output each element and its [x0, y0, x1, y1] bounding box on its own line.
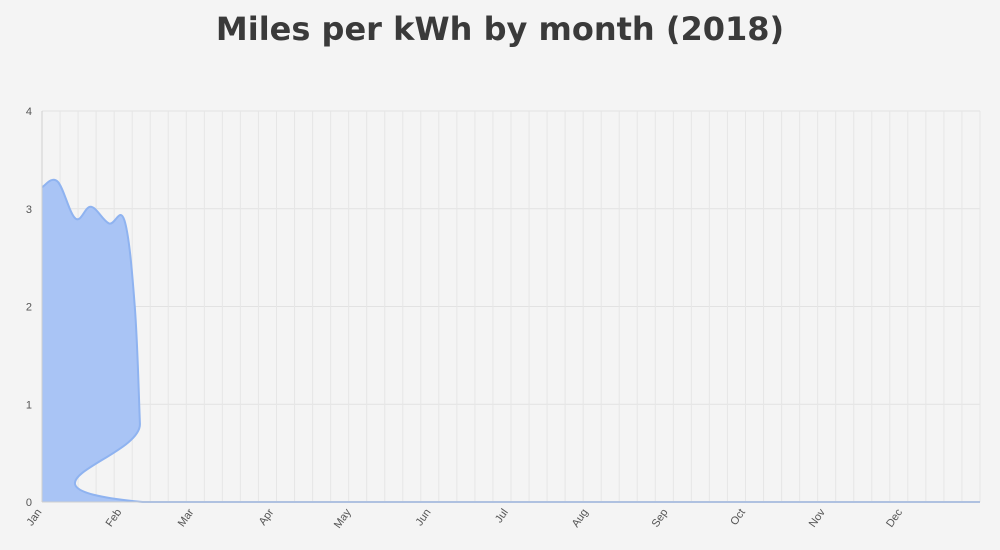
chart-title: Miles per kWh by month (2018) [215, 10, 785, 48]
y-tick-label: 0 [26, 497, 32, 509]
x-tick-label: Mar [176, 507, 197, 530]
x-tick-label: Sep [650, 507, 671, 530]
x-tick-label: May [332, 506, 354, 530]
grid [41, 110, 981, 503]
y-tick-label: 3 [26, 204, 32, 216]
x-tick-label: Jul [493, 507, 511, 525]
y-tick-label: 1 [26, 399, 32, 411]
y-tick-label: 2 [26, 302, 32, 314]
x-tick-label: Apr [257, 507, 277, 528]
x-tick-label: Oct [728, 507, 748, 528]
x-tick-label: Feb [104, 507, 125, 529]
y-tick-label: 4 [26, 106, 32, 118]
x-tick-label: Nov [807, 506, 828, 529]
x-tick-label: Dec [884, 506, 905, 529]
x-tick-label: Jan [24, 507, 44, 528]
x-tick-label: Jun [414, 507, 434, 528]
x-tick-label: Aug [570, 507, 591, 530]
